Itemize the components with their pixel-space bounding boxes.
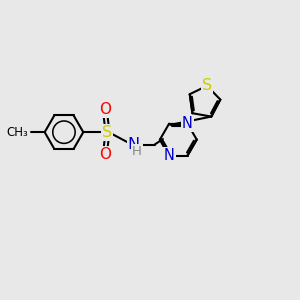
Text: N: N bbox=[164, 148, 175, 163]
Text: O: O bbox=[100, 147, 112, 162]
Text: S: S bbox=[102, 125, 112, 140]
Text: N: N bbox=[182, 116, 193, 131]
Text: O: O bbox=[100, 102, 112, 117]
Text: CH₃: CH₃ bbox=[7, 126, 28, 139]
Text: N: N bbox=[128, 137, 140, 152]
Text: H: H bbox=[132, 145, 142, 158]
Text: S: S bbox=[202, 78, 212, 93]
